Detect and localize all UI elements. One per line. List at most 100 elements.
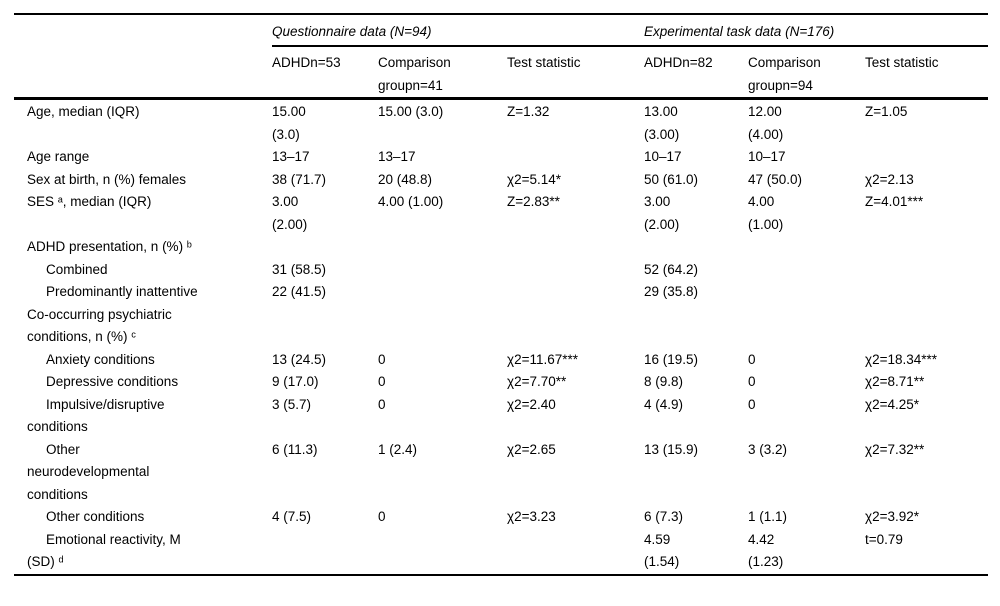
data-cell-q-comparison: 0 [378, 351, 386, 367]
table-row: Other conditions 4 (7.5) 0 χ2=3.23 6 (7.… [14, 506, 988, 529]
data-cell-e-test: t=0.79 [865, 531, 903, 547]
column-header-comparison-q: Comparison groupn=41 [378, 46, 507, 100]
table-row: Predominantly inattentive 22 (41.5) 29 (… [14, 281, 988, 304]
data-cell-e-test: χ2=8.71** [865, 374, 925, 389]
data-cell-q-adhd: 9 (17.0) [272, 374, 319, 389]
row-label-cell: ADHD presentation, n (%) ᵇ [27, 239, 192, 254]
table-row: Combined 31 (58.5) 52 (64.2) [14, 259, 988, 282]
data-cell-e-adhd: 29 (35.8) [644, 284, 699, 299]
row-label-cell: SES ᵃ, median (IQR) [27, 194, 152, 209]
participant-characteristics-table: Questionnaire data (N=94) Experimental t… [14, 13, 989, 576]
column-header-test-e: Test statistic [865, 46, 989, 100]
table-row: Sex at birth, n (%) females 38 (71.7) 20… [14, 169, 988, 192]
data-cell-e-comparison: 12.00 (4.00) [748, 104, 784, 142]
data-cell-q-comparison [378, 236, 507, 259]
data-cell-q-comparison: 0 [378, 396, 386, 412]
column-header-comparison-e: Comparison groupn=94 [748, 46, 865, 100]
row-label-cell: Other conditions [46, 509, 145, 524]
data-cell-e-comparison [748, 236, 865, 259]
data-cell-q-adhd [272, 529, 378, 575]
data-cell-q-adhd: 13–17 [272, 149, 310, 164]
column-header-test-q: Test statistic [507, 46, 644, 100]
data-cell-e-adhd: 3.00 (2.00) [644, 194, 680, 232]
data-cell-e-comparison [748, 259, 865, 282]
data-cell-e-test: χ2=7.32** [865, 441, 925, 457]
data-cell-e-test: χ2=2.13 [865, 171, 914, 187]
table-row: Emotional reactivity, M (SD) ᵈ 4.59 (1.5… [14, 529, 988, 575]
column-header-row: ADHDn=53 Comparison groupn=41 Test stati… [14, 46, 989, 100]
table-row: Impulsive/disruptive conditions 3 (5.7) … [14, 394, 988, 439]
data-cell-e-test [865, 236, 988, 259]
data-cell-q-adhd [272, 236, 378, 259]
data-cell-q-test [507, 146, 644, 169]
data-cell-e-test [865, 281, 988, 304]
data-cell-e-comparison: 10–17 [748, 149, 786, 164]
data-cell-q-comparison [378, 529, 507, 575]
data-cell-q-adhd [272, 304, 378, 349]
data-cell-e-adhd: 6 (7.3) [644, 509, 684, 524]
data-cell-q-comparison: 15.00 (3.0) [378, 104, 444, 119]
table-row: Depressive conditions 9 (17.0) 0 χ2=7.70… [14, 371, 988, 394]
data-cell-q-test: χ2=11.67*** [507, 351, 579, 367]
spanner-experimental: Experimental task data (N=176) [644, 14, 989, 47]
data-cell-q-adhd: 38 (71.7) [272, 171, 327, 187]
column-header-adhd-q: ADHDn=53 [272, 46, 378, 100]
data-cell-q-test [507, 236, 644, 259]
data-cell-e-comparison: 4.00 (1.00) [748, 194, 784, 232]
data-cell-e-comparison [748, 281, 865, 304]
data-cell-q-adhd: 15.00 (3.0) [272, 104, 306, 142]
data-cell-e-comparison: 0 [748, 396, 756, 412]
data-cell-e-test: χ2=18.34*** [865, 351, 938, 367]
data-cell-q-adhd: 6 (11.3) [272, 441, 318, 457]
data-cell-q-comparison [378, 259, 507, 282]
data-cell-e-test [865, 304, 988, 349]
data-cell-q-adhd: 3.00 (2.00) [272, 194, 308, 232]
row-label-cell: Sex at birth, n (%) females [27, 171, 187, 187]
data-cell-q-adhd: 4 (7.5) [272, 509, 312, 524]
data-cell-q-comparison: 20 (48.8) [378, 171, 433, 187]
data-cell-e-adhd [644, 236, 748, 259]
row-label-cell: Predominantly inattentive [46, 284, 198, 299]
data-cell-q-test: χ2=3.23 [507, 509, 556, 524]
row-label-cell: Emotional reactivity, M (SD) ᵈ [27, 531, 181, 570]
table-row: Age range 13–17 13–17 10–17 10–17 [14, 146, 988, 169]
data-cell-q-adhd: 31 (58.5) [272, 261, 327, 277]
data-cell-e-adhd: 10–17 [644, 149, 682, 164]
data-cell-e-comparison: 0 [748, 351, 756, 367]
data-cell-q-comparison [378, 304, 507, 349]
row-label-cell: Age range [27, 149, 90, 164]
row-label-cell: Depressive conditions [46, 374, 179, 389]
data-cell-q-test: χ2=5.14* [507, 171, 562, 187]
data-cell-e-adhd: 4 (4.9) [644, 396, 684, 412]
spanner-questionnaire: Questionnaire data (N=94) [272, 14, 644, 47]
data-cell-e-comparison: 3 (3.2) [748, 441, 788, 457]
data-cell-q-adhd: 22 (41.5) [272, 284, 327, 299]
spanner-row: Questionnaire data (N=94) Experimental t… [14, 14, 989, 47]
row-label-cell: Combined [46, 261, 108, 277]
table-row: ADHD presentation, n (%) ᵇ [14, 236, 988, 259]
row-label-cell: Other neurodevelopmental conditions [27, 441, 150, 502]
data-cell-q-test [507, 529, 644, 575]
data-cell-q-comparison: 4.00 (1.00) [378, 194, 444, 209]
data-cell-e-adhd [644, 304, 748, 349]
data-cell-e-adhd: 8 (9.8) [644, 374, 684, 389]
data-cell-e-adhd: 52 (64.2) [644, 261, 699, 277]
data-cell-e-test [865, 146, 988, 169]
data-cell-q-comparison: 1 (2.4) [378, 441, 418, 457]
table-body: Age, median (IQR) 15.00 (3.0) 15.00 (3.0… [14, 99, 988, 575]
table-row: Other neurodevelopmental conditions 6 (1… [14, 439, 988, 507]
row-label-cell: Anxiety conditions [46, 351, 155, 367]
table-row: Anxiety conditions 13 (24.5) 0 χ2=11.67*… [14, 349, 988, 372]
data-cell-e-comparison: 47 (50.0) [748, 171, 803, 187]
data-cell-q-test [507, 281, 644, 304]
data-cell-e-comparison: 0 [748, 374, 756, 389]
table-row: SES ᵃ, median (IQR) 3.00 (2.00) 4.00 (1.… [14, 191, 988, 236]
data-cell-q-test: χ2=7.70** [507, 374, 567, 389]
data-cell-e-test: Z=1.05 [865, 104, 908, 119]
data-cell-q-comparison [378, 281, 507, 304]
row-label-cell: Impulsive/disruptive conditions [27, 396, 165, 435]
data-cell-q-test: χ2=2.40 [507, 396, 556, 412]
data-cell-q-test: Z=2.83** [507, 194, 560, 209]
row-label-cell: Age, median (IQR) [27, 104, 140, 119]
data-cell-e-test [865, 259, 988, 282]
